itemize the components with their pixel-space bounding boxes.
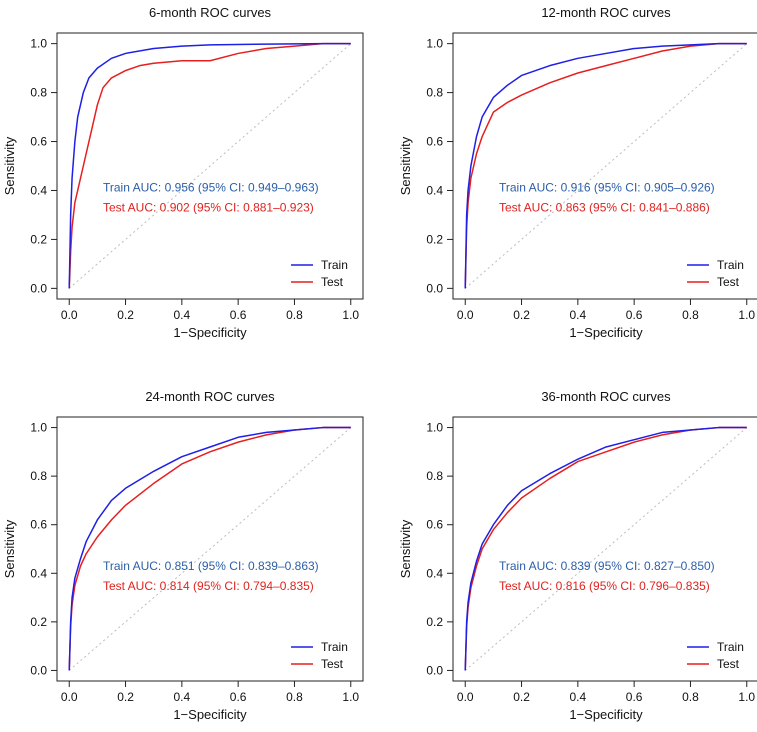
chart-title: 36-month ROC curves xyxy=(541,389,671,404)
x-tick-label: 1.0 xyxy=(342,690,359,704)
y-tick-label: 0.6 xyxy=(426,518,443,532)
reference-diagonal xyxy=(464,427,748,671)
x-tick-label: 0.2 xyxy=(117,690,134,704)
y-axis-label: Sensitivity xyxy=(398,519,413,578)
test-roc-line xyxy=(68,42,351,289)
test-roc-line xyxy=(68,426,351,671)
x-axis-label: 1−Specificity xyxy=(173,707,247,722)
y-axis-label: Sensitivity xyxy=(2,519,17,578)
roc-panel-3: 24-month ROC curves 0.0 0.0 0.2 0.2 0.4 0.4 0.6… xyxy=(2,389,364,722)
y-tick-label: 0.4 xyxy=(426,566,443,580)
x-tick-label: 0.4 xyxy=(570,690,587,704)
test-auc-annotation: Test AUC: 0.863 (95% CI: 0.841–0.886) xyxy=(499,200,710,214)
x-tick-label: 0.0 xyxy=(61,308,78,322)
y-tick-label: 0.8 xyxy=(30,469,47,483)
x-tick-label: 0.2 xyxy=(117,308,134,322)
roc-panel-4: 36-month ROC curves 0.0 0.0 0.2 0.2 0.4 0.4 0.6… xyxy=(398,389,757,722)
reference-diagonal xyxy=(68,43,352,289)
y-tick-label: 0.0 xyxy=(30,663,47,677)
y-axis-label: Sensitivity xyxy=(398,136,413,195)
y-tick-label: 0.4 xyxy=(30,566,47,580)
legend-train-label: Train xyxy=(321,258,348,272)
y-tick-label: 1.0 xyxy=(426,37,443,51)
y-tick-label: 0.0 xyxy=(426,663,443,677)
x-tick-label: 0.2 xyxy=(513,690,530,704)
legend-train-label: Train xyxy=(717,640,744,654)
test-auc-annotation: Test AUC: 0.816 (95% CI: 0.796–0.835) xyxy=(499,579,710,593)
y-tick-label: 0.4 xyxy=(426,183,443,197)
train-auc-annotation: Train AUC: 0.851 (95% CI: 0.839–0.863) xyxy=(103,559,319,573)
plot-frame xyxy=(56,416,364,682)
x-tick-label: 0.8 xyxy=(286,308,303,322)
y-tick-label: 1.0 xyxy=(426,421,443,435)
y-tick-label: 0.0 xyxy=(30,281,47,295)
x-axis-label: 1−Specificity xyxy=(569,325,643,340)
x-tick-label: 0.0 xyxy=(457,690,474,704)
roc-panel-1: 6-month ROC curves 0.0 0.0 0.2 0.2 0.4 0.4 0.6 0… xyxy=(2,5,364,340)
train-auc-annotation: Train AUC: 0.956 (95% CI: 0.949–0.963) xyxy=(103,180,319,194)
y-tick-label: 0.6 xyxy=(30,518,47,532)
x-tick-label: 1.0 xyxy=(342,308,359,322)
legend-test-label: Test xyxy=(717,657,740,671)
plot-frame xyxy=(56,32,364,300)
y-tick-label: 1.0 xyxy=(30,421,47,435)
x-tick-label: 0.6 xyxy=(626,690,643,704)
y-tick-label: 0.8 xyxy=(426,469,443,483)
y-tick-label: 0.8 xyxy=(426,86,443,100)
x-tick-label: 0.0 xyxy=(61,690,78,704)
x-tick-label: 0.6 xyxy=(230,308,247,322)
y-tick-label: 0.4 xyxy=(30,183,47,197)
y-tick-label: 0.2 xyxy=(30,232,47,246)
x-axis-label: 1−Specificity xyxy=(173,325,247,340)
chart-title: 24-month ROC curves xyxy=(145,389,275,404)
reference-diagonal xyxy=(68,427,352,671)
legend-test-label: Test xyxy=(321,657,344,671)
y-tick-label: 0.6 xyxy=(426,135,443,149)
train-roc-line xyxy=(68,42,351,289)
y-tick-label: 1.0 xyxy=(30,37,47,51)
y-tick-label: 0.2 xyxy=(426,232,443,246)
train-auc-annotation: Train AUC: 0.916 (95% CI: 0.905–0.926) xyxy=(499,180,715,194)
legend-train-label: Train xyxy=(717,258,744,272)
x-tick-label: 0.8 xyxy=(286,690,303,704)
x-tick-label: 0.6 xyxy=(626,308,643,322)
x-tick-label: 0.8 xyxy=(682,690,699,704)
y-tick-label: 0.0 xyxy=(426,281,443,295)
x-tick-label: 0.4 xyxy=(174,690,191,704)
roc-panel-2: 12-month ROC curves 0.0 0.0 0.2 0.2 0.4 0.4 0.6… xyxy=(398,5,757,340)
y-tick-label: 0.6 xyxy=(30,135,47,149)
x-axis-label: 1−Specificity xyxy=(569,707,643,722)
y-tick-label: 0.8 xyxy=(30,86,47,100)
legend-test-label: Test xyxy=(321,275,344,289)
legend-test-label: Test xyxy=(717,275,740,289)
x-tick-label: 1.0 xyxy=(738,690,755,704)
train-roc-line xyxy=(464,426,747,671)
x-tick-label: 0.4 xyxy=(174,308,191,322)
test-auc-annotation: Test AUC: 0.902 (95% CI: 0.881–0.923) xyxy=(103,200,314,214)
x-tick-label: 0.6 xyxy=(230,690,247,704)
plot-frame xyxy=(452,416,757,682)
test-auc-annotation: Test AUC: 0.814 (95% CI: 0.794–0.835) xyxy=(103,579,314,593)
x-tick-label: 0.0 xyxy=(457,308,474,322)
y-tick-label: 0.2 xyxy=(426,615,443,629)
chart-title: 6-month ROC curves xyxy=(149,5,272,20)
train-roc-line xyxy=(68,426,351,671)
y-tick-label: 0.2 xyxy=(30,615,47,629)
plot-frame xyxy=(452,32,757,300)
train-roc-line xyxy=(464,42,747,289)
x-tick-label: 1.0 xyxy=(738,308,755,322)
legend-train-label: Train xyxy=(321,640,348,654)
test-roc-line xyxy=(464,42,747,289)
x-tick-label: 0.8 xyxy=(682,308,699,322)
reference-diagonal xyxy=(464,43,748,289)
chart-title: 12-month ROC curves xyxy=(541,5,671,20)
train-auc-annotation: Train AUC: 0.839 (95% CI: 0.827–0.850) xyxy=(499,559,715,573)
x-tick-label: 0.2 xyxy=(513,308,530,322)
x-tick-label: 0.4 xyxy=(570,308,587,322)
y-axis-label: Sensitivity xyxy=(2,136,17,195)
